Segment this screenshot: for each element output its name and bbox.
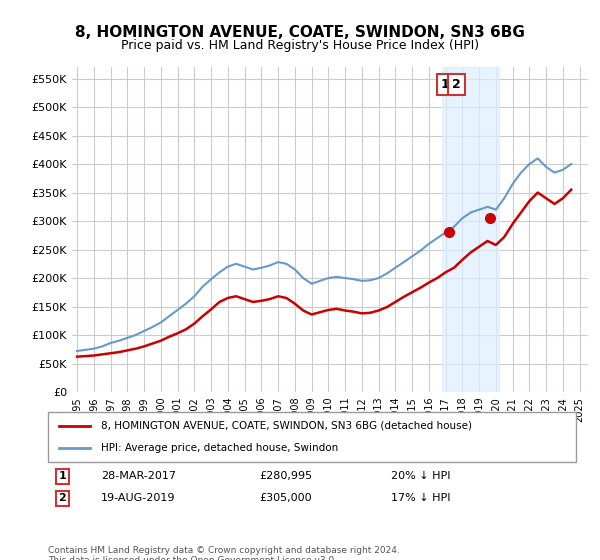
Text: 17% ↓ HPI: 17% ↓ HPI bbox=[391, 493, 451, 503]
Bar bbox=[442, 67, 499, 392]
Text: £305,000: £305,000 bbox=[259, 493, 312, 503]
Text: £280,995: £280,995 bbox=[259, 472, 313, 482]
Text: 28-MAR-2017: 28-MAR-2017 bbox=[101, 472, 176, 482]
Text: Contains HM Land Registry data © Crown copyright and database right 2024.
This d: Contains HM Land Registry data © Crown c… bbox=[48, 546, 400, 560]
Text: 19-AUG-2019: 19-AUG-2019 bbox=[101, 493, 175, 503]
Text: 20% ↓ HPI: 20% ↓ HPI bbox=[391, 472, 451, 482]
Text: 1: 1 bbox=[440, 78, 449, 91]
Text: 8, HOMINGTON AVENUE, COATE, SWINDON, SN3 6BG (detached house): 8, HOMINGTON AVENUE, COATE, SWINDON, SN3… bbox=[101, 421, 472, 431]
Text: 1: 1 bbox=[59, 472, 67, 482]
FancyBboxPatch shape bbox=[48, 412, 576, 462]
Text: HPI: Average price, detached house, Swindon: HPI: Average price, detached house, Swin… bbox=[101, 443, 338, 453]
Text: 2: 2 bbox=[59, 493, 67, 503]
Text: Price paid vs. HM Land Registry's House Price Index (HPI): Price paid vs. HM Land Registry's House … bbox=[121, 39, 479, 52]
Text: 2: 2 bbox=[452, 78, 461, 91]
Text: 8, HOMINGTON AVENUE, COATE, SWINDON, SN3 6BG: 8, HOMINGTON AVENUE, COATE, SWINDON, SN3… bbox=[75, 25, 525, 40]
